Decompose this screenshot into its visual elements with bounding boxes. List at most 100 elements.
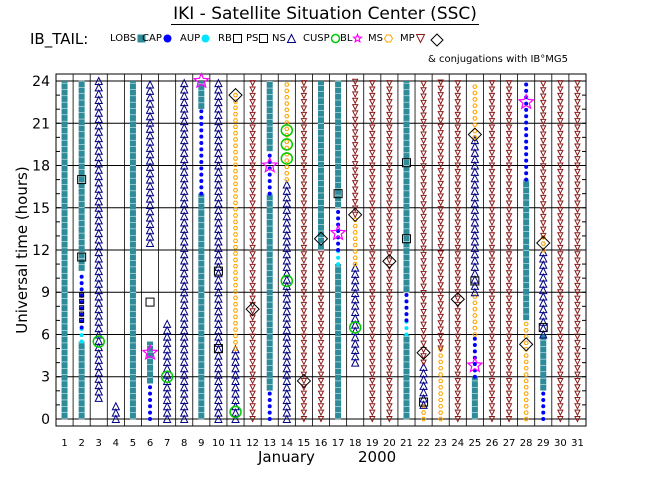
segment-day8-ns (179, 78, 189, 423)
marker-day12-conj (245, 301, 260, 317)
y-tick-label: 12 (32, 243, 50, 259)
x-tick-label: 22 (417, 438, 430, 449)
segment-day1-lobs (61, 81, 68, 420)
segment-day14-ns (282, 179, 292, 423)
segment-day18-ns (350, 262, 360, 367)
y-tick-label: 18 (32, 159, 50, 175)
segment-day17-lobs (335, 80, 342, 209)
segment-day2-lobs (78, 341, 85, 420)
legend: LOBS CAP AUP RB PS NS CUSP BL MS MP (110, 32, 450, 49)
x-tick-label: 19 (366, 438, 379, 449)
segment-day21-lobs (403, 334, 410, 420)
segment-day29-cap (541, 391, 546, 421)
x-tick-label: 5 (130, 438, 136, 449)
marker-day13-bl (261, 156, 279, 173)
x-tick-label: 2 (78, 438, 84, 449)
x-tick-label: 23 (434, 438, 447, 449)
marker-day10-rb (213, 344, 223, 354)
marker-day18-cusp (348, 321, 362, 334)
x-axis-label: January (258, 448, 315, 466)
legend-marker (232, 34, 242, 43)
segment-day19-mp (368, 80, 376, 423)
x-tick-label: 29 (537, 438, 550, 449)
marker-day2-rb (77, 252, 87, 262)
legend-label: LOBS (110, 33, 137, 44)
legend-label: CAP (142, 33, 162, 44)
legend-marker (430, 33, 444, 47)
legend-marker (352, 32, 364, 44)
segment-day3-ns (94, 76, 104, 402)
legend-item-mp: MP (400, 33, 426, 45)
segment-day28-cap (524, 82, 529, 182)
segment-day24-mp (454, 80, 462, 423)
segment-day16-lobs (318, 81, 324, 251)
segment-day16-mp (317, 251, 325, 423)
x-tick-label: 12 (246, 438, 259, 449)
y-axis-label: Universal time (hours) (13, 166, 31, 333)
y-tick-label: 15 (32, 201, 50, 217)
legend-item-lobs: LOBS (110, 33, 147, 45)
x-tick-label: 15 (298, 438, 311, 449)
x-tick-label: 18 (349, 438, 362, 449)
marker-day18-conj (347, 207, 363, 223)
segment-day29-mp (539, 80, 547, 240)
segment-day29-ns (538, 247, 548, 339)
legend-item-ps: PS (246, 33, 269, 45)
x-tick-label: 10 (212, 438, 225, 449)
marker-day10-rb (213, 266, 223, 276)
legend-item-aup: AUP (180, 33, 211, 45)
y-tick-label: 0 (41, 412, 50, 428)
marker-day6-bl (141, 343, 159, 361)
x-tick-label: 7 (164, 438, 170, 449)
segment-day25-lobs (471, 376, 478, 420)
y-tick-label: 24 (32, 74, 50, 90)
segment-day22-mp (420, 80, 427, 367)
marker-day14-cusp (280, 124, 294, 137)
segment-day17-cap (336, 209, 341, 252)
legend-label: BL (340, 33, 353, 44)
legend-item-cusp: CUSP (303, 33, 341, 45)
legend-marker (259, 34, 269, 43)
marker-day20-conj (382, 254, 397, 269)
legend-marker (383, 34, 394, 43)
x-tick-label: 13 (263, 438, 276, 449)
legend-item-ns: NS (272, 33, 297, 45)
x-axis-year: 2000 (358, 448, 397, 466)
x-tick-label: 26 (486, 438, 499, 449)
x-tick-label: 3 (96, 438, 102, 449)
x-tick-label: 8 (181, 438, 187, 449)
segment-day25-cap (472, 336, 477, 379)
x-tick-label: 21 (400, 438, 413, 449)
marker-day17-rb (333, 189, 343, 199)
segment-day20-mp (386, 80, 393, 423)
segment-day28-ms (523, 321, 529, 422)
marker-day14-cusp (280, 152, 294, 165)
segment-day18-mp (351, 78, 359, 219)
conjugation-note: & conjugations with IB°MG5 (428, 54, 569, 65)
segment-day12-mp (249, 80, 256, 423)
legend-marker (137, 34, 146, 43)
x-tick-label: 6 (147, 438, 153, 449)
segment-day28-lobs (523, 179, 530, 321)
legend-label: CUSP (303, 33, 330, 44)
segment-day4-ns (111, 401, 121, 423)
segment-day30-mp (557, 80, 564, 423)
marker-day28-conj (518, 337, 534, 352)
segment-day6-ns (145, 79, 155, 247)
marker-day11-conj (228, 87, 243, 103)
x-tick-label: 27 (503, 438, 516, 449)
x-tick-label: 20 (383, 438, 396, 449)
marker-day3-cusp (92, 335, 105, 348)
marker-day17-bl (329, 224, 347, 241)
marker-day14-cusp (280, 274, 294, 288)
segment-day22-ms (421, 404, 427, 422)
segment-day25-ms (472, 84, 478, 140)
chart-subtitle: IB_TAIL: (30, 30, 89, 48)
segment-day18-ms (352, 217, 358, 267)
y-tick-label: 6 (41, 327, 50, 343)
legend-item-ms: MS (368, 33, 394, 45)
marker-day21-rb (401, 158, 411, 168)
segment-day23-ms (438, 347, 444, 422)
legend-marker (415, 34, 425, 44)
legend-label: MP (400, 33, 415, 44)
